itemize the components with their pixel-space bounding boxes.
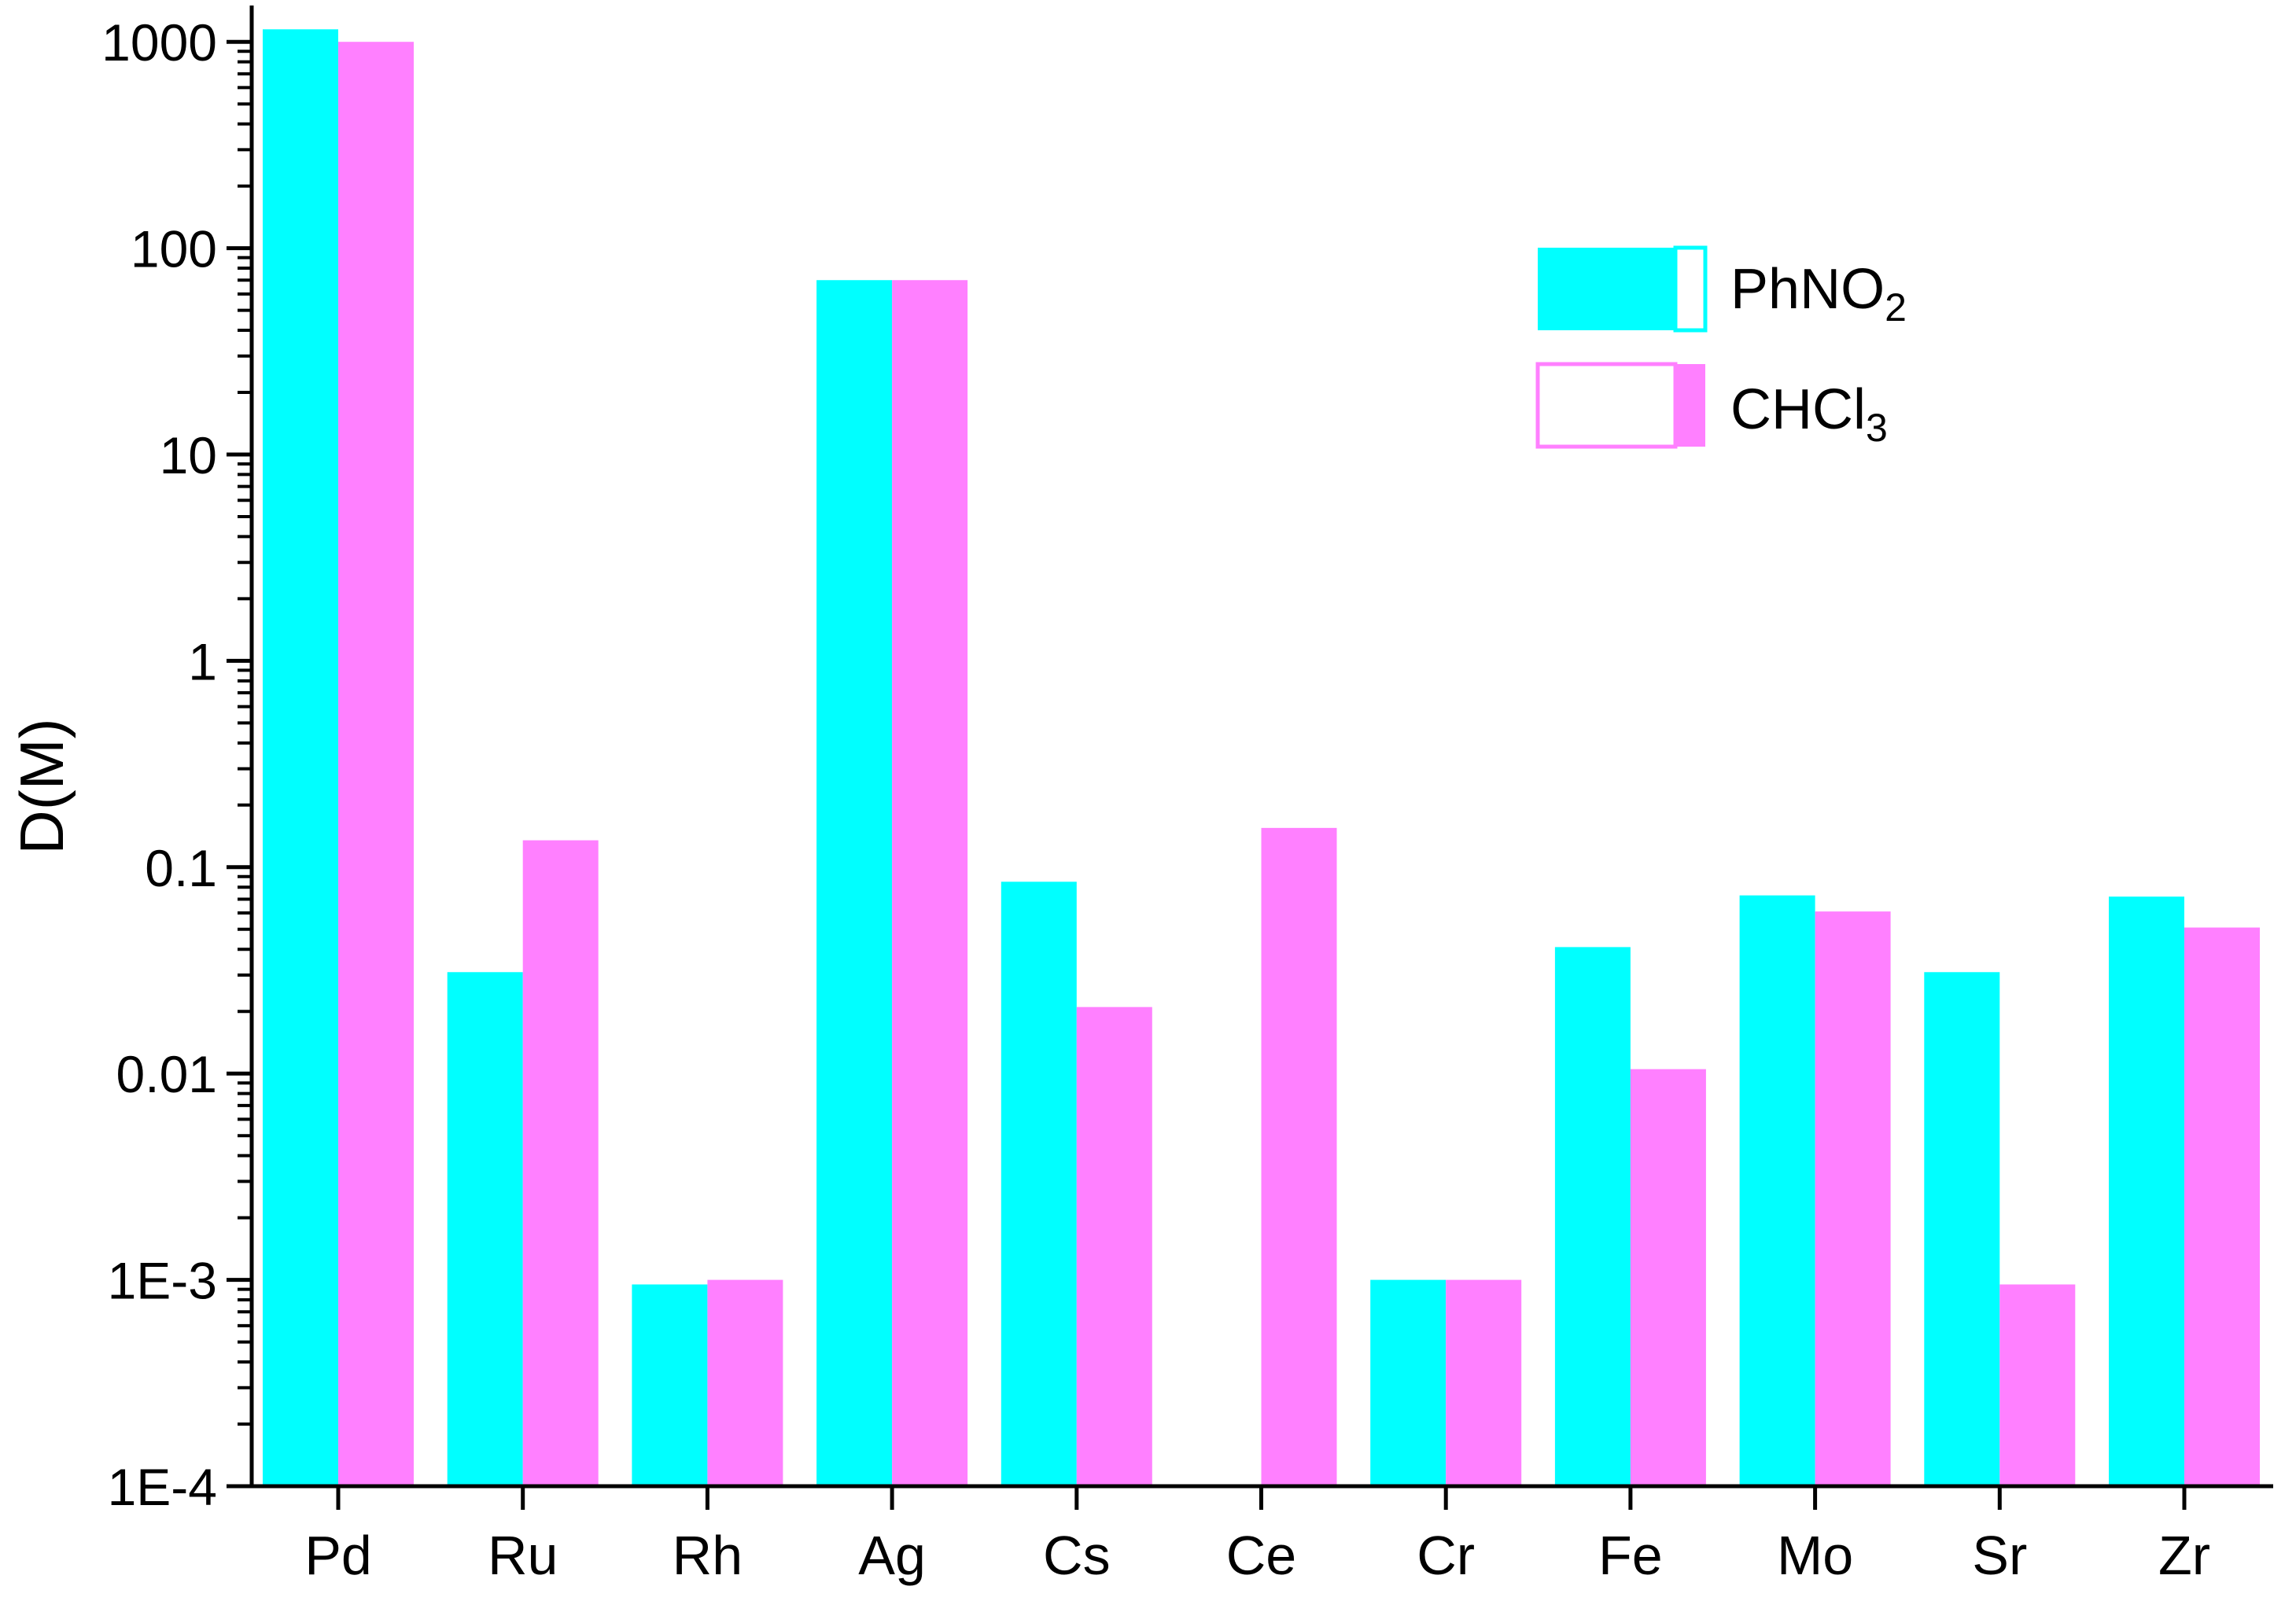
x-tick-label-zr: Zr [2158,1525,2210,1586]
y-tick-label: 1 [188,632,217,690]
x-tick-label-cs: Cs [1043,1525,1111,1586]
bars-layer [263,29,2260,1487]
x-tick-label-mo: Mo [1777,1525,1853,1586]
bar-phno2-zr [2109,896,2184,1486]
bar-chcl3-cr [1446,1279,1522,1486]
bar-chcl3-fe [1630,1069,1706,1486]
legend-swatch-chcl3-filled [1675,364,1705,447]
x-tick-label-ag: Ag [858,1525,926,1586]
x-tick-label-ce: Ce [1226,1525,1296,1586]
bar-phno2-sr [1924,972,2000,1486]
bar-chcl3-sr [1999,1284,2076,1486]
y-axis-label: D(M) [7,718,76,854]
bar-phno2-ag [816,280,893,1486]
legend-label-phno2: PhNO2 [1730,258,1907,329]
legend-label-chcl3: CHCl3 [1730,378,1888,450]
bar-chcl3-zr [2184,927,2260,1486]
bar-chcl3-pd [338,42,414,1487]
x-tick-label-rh: Rh [673,1525,743,1586]
legend: PhNO2 CHCl3 [1535,245,1907,450]
bar-chcl3-mo [1815,911,1891,1486]
x-tick-label-ru: Ru [488,1525,558,1586]
legend-swatch-phno2-filled [1538,248,1675,330]
y-tick-label: 1E-3 [108,1252,217,1310]
x-tick-label-fe: Fe [1598,1525,1663,1586]
x-tick-label-cr: Cr [1417,1525,1475,1586]
y-tick-label: 10 [160,426,217,484]
bar-phno2-mo [1739,895,1815,1486]
y-tick-label: 0.01 [116,1045,217,1103]
bar-phno2-pd [263,29,338,1486]
bar-phno2-fe [1554,947,1631,1486]
bar-chcl3-ru [522,840,599,1486]
bar-chcl3-ce [1261,827,1337,1486]
bar-chcl3-cs [1076,1007,1152,1486]
bar-phno2-ru [447,972,523,1486]
axes-layer: 1E-4 1E-3 0.01 0.1 1 10 100 1000 Pd Ru Rh Ag Cs Ce Cr F… [101,5,2273,1586]
legend-swatch-phno2-open [1673,245,1708,333]
bar-phno2-cs [1001,881,1077,1486]
x-tick-label-sr: Sr [1972,1525,2027,1586]
bar-chcl3-ag [892,280,968,1486]
bar-phno2-cr [1370,1279,1447,1486]
y-tick-label: 100 [131,220,217,278]
y-tick-label: 0.1 [145,839,217,897]
bar-phno2-rh [632,1284,708,1486]
x-tick-label-pd: Pd [304,1525,372,1586]
bar-chcl3-rh [707,1279,783,1486]
y-tick-label: 1E-4 [108,1458,217,1516]
y-tick-label: 1000 [101,13,217,72]
legend-swatch-chcl3-open [1535,362,1678,449]
